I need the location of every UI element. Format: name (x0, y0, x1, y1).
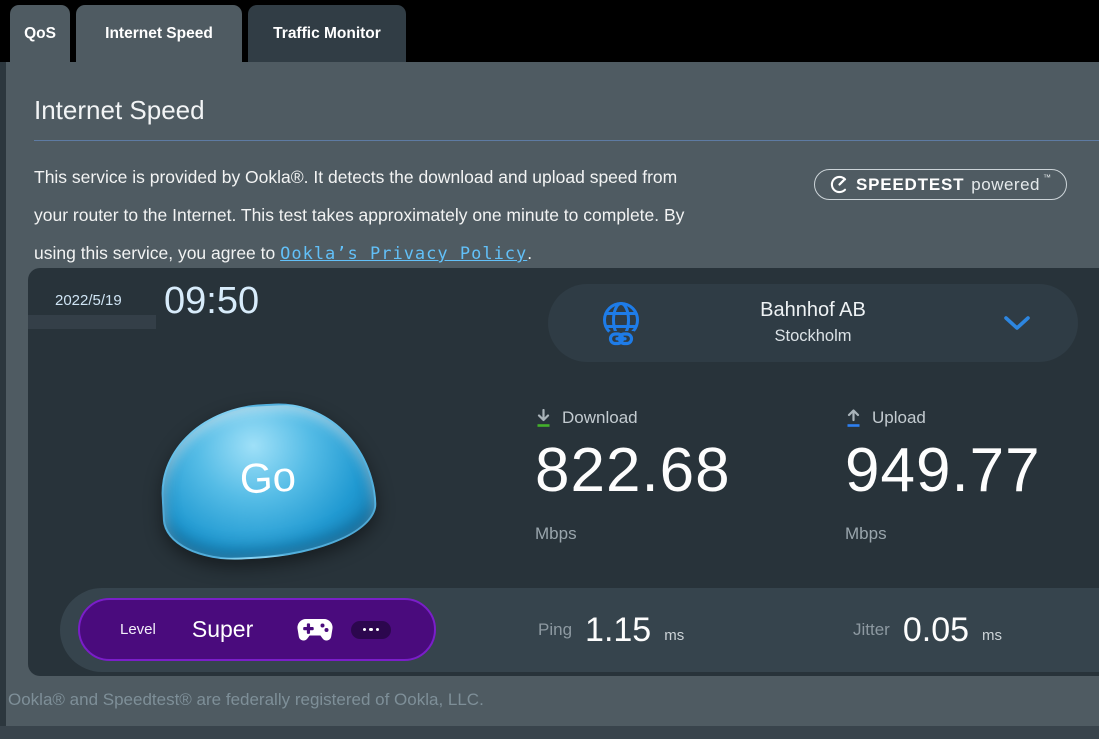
upload-arrow-icon (847, 408, 860, 427)
isp-selector[interactable]: Bahnhof AB Stockholm (548, 284, 1078, 362)
tab-traffic-monitor-label: Traffic Monitor (273, 24, 381, 42)
upload-value: 949.77 (845, 436, 1041, 505)
level-more-button[interactable] (351, 620, 392, 639)
date-highlight-strip (28, 315, 156, 329)
isp-info: Bahnhof AB Stockholm (548, 296, 1078, 349)
speedtest-powered-text: powered (971, 174, 1040, 194)
download-value: 822.68 (535, 436, 731, 505)
trademark-symbol: ™ (1043, 173, 1051, 182)
privacy-policy-link[interactable]: Ookla’s Privacy Policy (280, 244, 528, 264)
ping-value: 1.15 (585, 610, 652, 649)
description-line-2: your router to the Internet. This test t… (34, 205, 685, 225)
download-result: Download 822.68 Mbps (535, 408, 731, 544)
page-title: Internet Speed (34, 95, 205, 125)
upload-unit: Mbps (845, 524, 887, 543)
description-line-3-prefix: using this service, you agree to (34, 243, 281, 263)
ping-label: Ping (538, 620, 573, 639)
speedtest-brand-text: SPEEDTEST (856, 174, 965, 194)
isp-city: Stockholm (774, 327, 852, 345)
ellipsis-dot (369, 627, 373, 632)
speedtest-panel: 2022/5/19 09:50 Bahnhof AB (28, 268, 1099, 676)
ping-result: Ping 1.15 ms (538, 588, 684, 672)
jitter-result: Jitter 0.05 ms (853, 588, 1002, 672)
isp-name: Bahnhof AB (760, 299, 866, 321)
level-value: Super (191, 616, 254, 642)
download-header: Download (535, 408, 731, 428)
service-description: This service is provided by Ookla®. It d… (34, 158, 794, 273)
go-button[interactable]: Go (157, 398, 379, 564)
level-badge[interactable]: Level Super (78, 598, 436, 661)
description-line-1: This service is provided by Ookla®. It d… (34, 167, 678, 187)
result-bar: Level Super Ping 1.15 ms Jit (60, 588, 1099, 672)
ellipsis-dot (375, 627, 380, 632)
gamepad-icon (297, 618, 333, 640)
speedtest-gauge-icon (830, 175, 849, 194)
left-edge-shadow (0, 62, 6, 739)
description-suffix: . (527, 243, 533, 263)
download-arrow-icon (537, 408, 550, 427)
test-time: 09:50 (164, 280, 260, 322)
title-divider (34, 140, 1099, 141)
test-date: 2022/5/19 (55, 292, 122, 309)
upload-result: Upload 949.77 Mbps (845, 408, 1041, 544)
tab-internet-speed[interactable]: Internet Speed (76, 5, 242, 62)
download-unit: Mbps (535, 524, 577, 543)
chevron-down-icon[interactable] (1004, 316, 1030, 331)
ookla-legal-footer: Ookla® and Speedtest® are federally regi… (8, 690, 484, 709)
tab-traffic-monitor[interactable]: Traffic Monitor (248, 5, 406, 62)
upload-header: Upload (845, 408, 1041, 428)
tab-qos[interactable]: QoS (10, 5, 70, 62)
ping-unit: ms (664, 626, 685, 644)
jitter-label: Jitter (853, 620, 890, 639)
jitter-value: 0.05 (902, 610, 970, 649)
globe-link-icon (603, 302, 639, 346)
description-line-3: using this service, you agree to Ookla’s… (34, 234, 794, 273)
top-tab-bar: QoS Internet Speed Traffic Monitor (0, 0, 1099, 62)
upload-label: Upload (872, 408, 926, 427)
go-button-label: Go (238, 452, 298, 503)
speedtest-powered-badge: SPEEDTEST powered ™ (814, 169, 1067, 200)
jitter-unit: ms (982, 626, 1003, 644)
level-label: Level (120, 621, 156, 638)
download-label: Download (562, 408, 638, 427)
bottom-edge-strip (0, 726, 1099, 739)
tab-internet-speed-label: Internet Speed (105, 24, 213, 42)
ellipsis-dot (362, 627, 367, 632)
tab-qos-label: QoS (24, 24, 56, 42)
